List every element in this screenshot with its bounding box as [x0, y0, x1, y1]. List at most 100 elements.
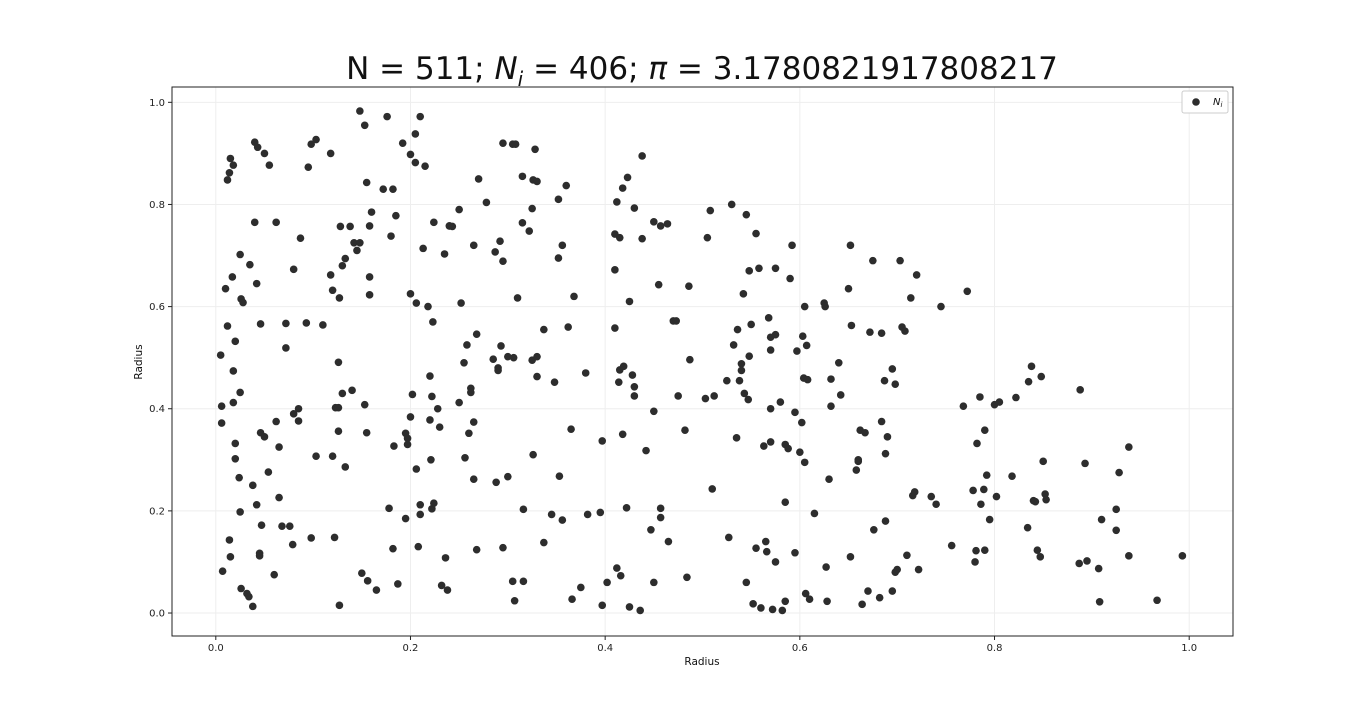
- data-point: [893, 565, 901, 574]
- data-point: [737, 366, 746, 375]
- data-point: [260, 149, 269, 158]
- data-point: [390, 442, 398, 450]
- data-point: [218, 567, 227, 575]
- data-point: [825, 475, 833, 484]
- data-point: [264, 468, 273, 476]
- data-point: [901, 327, 909, 335]
- data-point: [245, 592, 253, 601]
- data-point: [223, 322, 232, 330]
- data-point: [1042, 495, 1050, 504]
- y-tick-label: 1.0: [149, 98, 165, 109]
- y-axis-label: Radius: [133, 344, 145, 379]
- plot-area-frame: [171, 86, 1234, 637]
- data-point: [972, 546, 980, 555]
- data-point: [474, 175, 483, 183]
- data-point: [435, 423, 444, 431]
- data-point: [1153, 596, 1161, 605]
- data-point: [1095, 597, 1104, 606]
- data-point: [1037, 372, 1046, 381]
- data-point: [362, 428, 371, 437]
- data-point: [796, 448, 804, 456]
- data-point: [985, 515, 994, 524]
- data-point: [1023, 523, 1032, 532]
- data-point: [294, 404, 303, 413]
- data-point: [752, 229, 760, 238]
- data-point: [1076, 386, 1084, 394]
- data-point: [335, 294, 344, 302]
- data-point: [674, 392, 682, 400]
- data-point: [1081, 459, 1089, 468]
- data-point: [638, 234, 646, 243]
- data-point: [336, 222, 345, 231]
- data-point: [518, 219, 527, 227]
- data-point: [416, 510, 425, 519]
- data-point: [771, 558, 780, 566]
- data-point: [257, 521, 266, 529]
- data-point: [231, 454, 240, 463]
- data-point: [724, 533, 733, 542]
- data-point: [903, 551, 911, 560]
- data-point: [864, 587, 872, 595]
- data-point: [448, 222, 457, 231]
- x-axis-ticks: 0.0 0.2 0.4 0.6 0.8 1.0: [208, 636, 1197, 654]
- data-point: [1036, 553, 1045, 561]
- data-point: [1039, 457, 1047, 466]
- data-point: [647, 525, 655, 534]
- data-point: [328, 452, 337, 461]
- data-point: [335, 601, 344, 610]
- data-point: [723, 376, 731, 385]
- data-point: [555, 472, 564, 480]
- y-tick-label: 0.4: [149, 404, 165, 415]
- data-point: [518, 172, 527, 181]
- data-point: [650, 218, 658, 226]
- data-point: [294, 417, 303, 425]
- data-point: [411, 130, 420, 138]
- data-point: [854, 456, 863, 464]
- data-point: [880, 376, 889, 385]
- data-point: [619, 362, 628, 371]
- data-point: [504, 472, 512, 481]
- data-point: [304, 163, 313, 171]
- data-point: [248, 602, 257, 611]
- data-point: [630, 382, 639, 391]
- data-point: [419, 244, 427, 253]
- data-point: [778, 606, 787, 615]
- data-point: [683, 573, 691, 582]
- data-point: [973, 439, 981, 448]
- data-point: [341, 463, 350, 471]
- data-point: [239, 298, 247, 307]
- data-point: [739, 290, 748, 298]
- data-point: [562, 181, 571, 190]
- data-point: [757, 604, 765, 612]
- data-point: [781, 597, 790, 606]
- data-point: [737, 359, 746, 368]
- data-point: [307, 534, 315, 542]
- data-point: [510, 596, 519, 605]
- data-point: [742, 210, 751, 219]
- data-point: [394, 580, 402, 588]
- data-point: [457, 299, 465, 307]
- data-point: [834, 358, 843, 367]
- data-point: [296, 234, 305, 242]
- data-point: [504, 352, 512, 361]
- data-point: [312, 452, 320, 461]
- data-point: [963, 287, 972, 296]
- data-point: [246, 260, 254, 269]
- data-point: [628, 371, 637, 379]
- data-point: [852, 466, 861, 474]
- data-point: [771, 330, 780, 339]
- data-point: [596, 508, 605, 517]
- data-point: [1033, 546, 1042, 555]
- data-point: [703, 233, 712, 242]
- data-point: [531, 145, 539, 154]
- data-point: [421, 162, 429, 170]
- data-point: [492, 478, 500, 487]
- y-tick-label: 0.8: [149, 200, 165, 211]
- data-point: [969, 486, 977, 495]
- data-point: [947, 541, 956, 550]
- data-point: [508, 577, 517, 586]
- data-point: [302, 319, 311, 327]
- data-point: [248, 481, 257, 490]
- data-point: [463, 341, 471, 349]
- data-point: [625, 297, 634, 306]
